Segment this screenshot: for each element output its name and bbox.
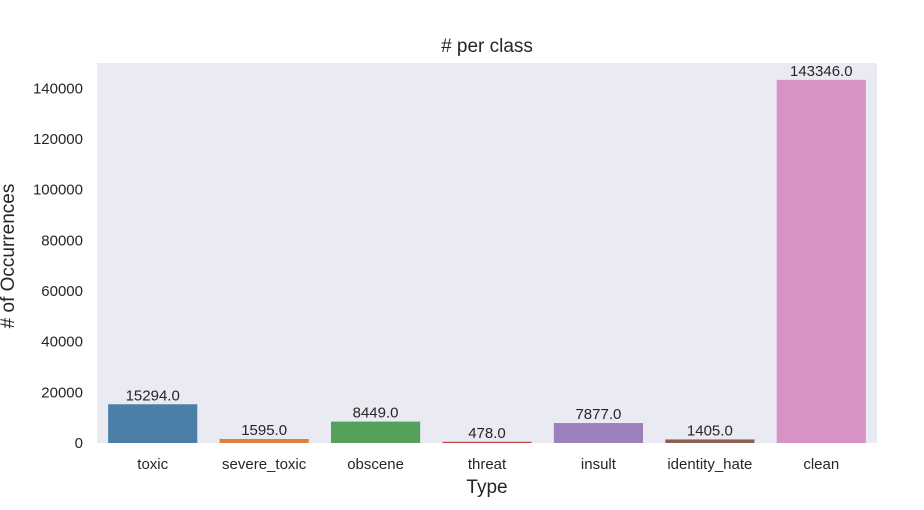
chart-title: # per class	[441, 36, 533, 57]
bar-value-label: 1405.0	[687, 422, 733, 439]
x-tick-label: obscene	[347, 456, 404, 473]
x-axis-ticks: toxic severe_toxic obscene threat insult iden…	[137, 456, 839, 473]
y-tick-label: 60000	[41, 283, 83, 300]
y-tick-label: 100000	[33, 182, 83, 199]
y-tick-label: 140000	[33, 80, 83, 97]
bar-value-label: 478.0	[468, 425, 506, 442]
x-tick-label: toxic	[137, 456, 168, 473]
x-tick-label: severe_toxic	[222, 456, 307, 473]
bar-value-label: 8449.0	[353, 405, 399, 422]
bar-value-label: 143346.0	[790, 63, 853, 80]
bar-threat	[442, 441, 532, 443]
bar-toxic	[108, 404, 198, 443]
y-axis-label: # of Occurrences	[0, 184, 19, 329]
bar-clean	[776, 79, 866, 443]
bars-group	[108, 79, 866, 443]
y-tick-label: 80000	[41, 232, 83, 249]
bar-value-label: 7877.0	[575, 406, 621, 423]
bar-obscene	[331, 421, 421, 443]
x-tick-label: insult	[581, 456, 617, 473]
y-tick-label: 120000	[33, 131, 83, 148]
y-tick-label: 20000	[41, 384, 83, 401]
y-tick-label: 40000	[41, 334, 83, 351]
x-tick-label: threat	[468, 456, 507, 473]
x-axis-label: Type	[466, 477, 507, 498]
bar-value-labels: 15294.0 1595.0 8449.0 478.0 7877.0 1405.0 1433…	[126, 63, 853, 442]
bar-identity-hate	[665, 439, 755, 443]
y-tick-label: 0	[75, 435, 83, 452]
bar-severe-toxic	[219, 438, 309, 443]
x-tick-label: clean	[803, 456, 839, 473]
bar-value-label: 1595.0	[241, 422, 287, 439]
y-axis-ticks: 0 20000 40000 60000 80000 100000 120000 140000	[33, 80, 83, 452]
plot-area	[97, 63, 877, 443]
bar-insult	[553, 423, 643, 443]
x-tick-label: identity_hate	[667, 456, 752, 473]
bar-value-label: 15294.0	[126, 387, 180, 404]
